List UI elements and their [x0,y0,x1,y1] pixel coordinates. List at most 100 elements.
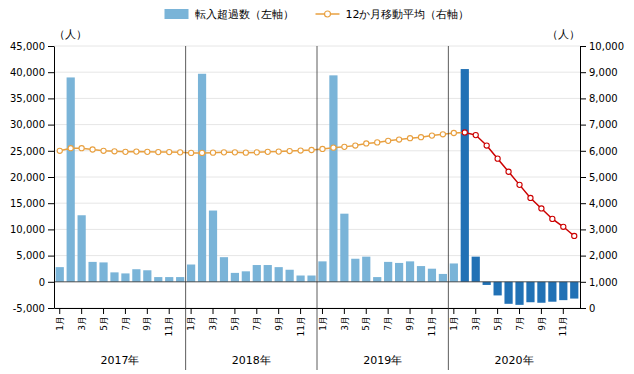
tick-mark [48,256,54,257]
tick-mark [580,282,586,283]
tick-mark [48,282,54,283]
bar [78,215,86,282]
line-point [90,147,95,152]
tick-label: 1月 [55,316,65,331]
tick-mark [125,308,126,314]
tick-mark [48,229,54,230]
tick-label: 1月 [318,316,328,331]
bar [154,277,162,282]
tick-label: 3月 [77,316,87,331]
bar [526,282,534,302]
bar [559,282,567,300]
tick: 1,000 [580,277,618,288]
tick-mark [256,308,257,314]
tick-label: 3,000 [589,224,618,235]
y-axis-label: （人） [54,28,87,41]
bar [209,211,217,282]
legend-label: 転入超過数（左軸） [195,8,294,21]
tick: 5月 [493,308,503,331]
group-label: 2017年 [100,354,139,367]
tick-label: 8,000 [589,93,618,104]
line-point [528,195,533,200]
line-point [210,150,215,155]
tick-label: 5,000 [589,172,618,183]
line-point [539,206,544,211]
tick: 8,000 [580,93,618,104]
line-point [145,149,150,154]
bar [264,265,272,282]
tick-label: 10,000 [589,41,624,52]
tick: 30,000 [10,119,54,130]
line-point [517,182,522,187]
tick-mark [580,151,586,152]
tick-mark [48,46,54,47]
tick-label: 9月 [142,316,152,331]
tick: 1月 [55,308,65,331]
tick: -5,000 [13,303,54,314]
line-point [134,149,139,154]
tick-mark [344,308,345,314]
bar [275,267,283,282]
tick-mark [580,308,586,309]
line-point [407,136,412,141]
tick-label: 11月 [164,316,174,336]
tick: 3月 [471,308,481,331]
tick-mark [147,308,148,314]
bar [373,277,381,282]
tick: 10,000 [580,41,624,52]
tick-label: 25,000 [10,146,45,157]
tick-mark [580,177,586,178]
group-labels: 2017年2018年2019年2020年 [100,46,533,370]
bar [504,282,512,304]
line-point [156,150,161,155]
tick-label: 0 [589,303,595,314]
legend-marker [325,11,331,17]
line-point [57,148,62,153]
y2-axis-label: （人） [547,28,580,41]
tick-label: 7,000 [589,119,618,130]
line-point [451,130,456,135]
tick-label: 35,000 [10,93,45,104]
bar [417,266,425,282]
line-point [331,145,336,150]
tick: 3月 [340,308,350,331]
line-point [550,216,555,221]
bar [121,273,129,281]
line-point [473,132,478,137]
tick-mark [563,308,564,314]
tick-mark [497,308,498,314]
bar [242,271,250,281]
line-point [561,224,566,229]
tick: 9月 [142,308,152,331]
line-point [189,150,194,155]
legend: 転入超過数（左軸）12か月移動平均（右軸） [165,8,470,21]
tick-mark [48,125,54,126]
tick: 9月 [537,308,547,331]
bar [439,274,447,282]
tick: 15,000 [10,198,54,209]
tick-label: 20,000 [10,172,45,183]
tick-label: 10,000 [10,224,45,235]
bar [99,262,107,281]
tick-mark [580,256,586,257]
tick-mark [300,308,301,314]
line-point [221,150,226,155]
bar [296,276,304,282]
tick-label: 9月 [274,316,284,331]
tick-mark [48,308,54,309]
tick: 11月 [296,308,306,336]
line-point [79,146,84,151]
tick: 11月 [558,308,568,336]
tick-mark [580,72,586,73]
bar [307,276,315,282]
group-label: 2018年 [232,354,271,367]
line-point [101,148,106,153]
tick-label: 1月 [449,316,459,331]
line-point [68,146,73,151]
tick-mark [48,203,54,204]
tick-label: 11月 [427,316,437,336]
tick-label: 5月 [99,316,109,331]
bar [165,277,173,282]
bar [570,282,578,299]
line-point [320,146,325,151]
